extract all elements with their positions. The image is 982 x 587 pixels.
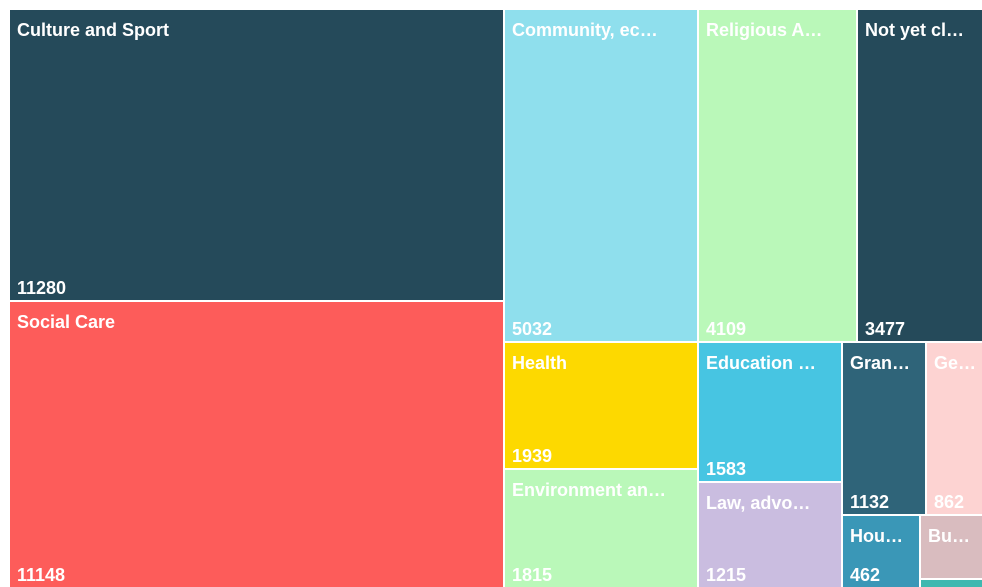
value-label: 1215 (706, 565, 746, 585)
tile-label: Ge… (934, 353, 976, 373)
tile (699, 343, 841, 481)
tile-label: Gran… (850, 353, 910, 373)
tile-label: Law, advo… (706, 493, 810, 513)
value-label: 11148 (17, 565, 65, 585)
tile-label: Social Care (17, 312, 115, 332)
value-label: 462 (850, 565, 880, 585)
tile-label: Bu… (928, 526, 970, 546)
value-label: 1583 (706, 459, 746, 479)
tile-label: Religious A… (706, 20, 822, 40)
value-label: 1132 (850, 492, 889, 512)
tile (927, 343, 982, 514)
tile-label: Education … (706, 353, 816, 373)
tile (843, 343, 925, 514)
tile-label: Not yet cl… (865, 20, 964, 40)
tile (10, 302, 503, 587)
tile-label: Community, ec… (512, 20, 658, 40)
tile (699, 483, 841, 587)
value-label: 1815 (512, 565, 552, 585)
tile-label: Culture and Sport (17, 20, 169, 40)
tile (921, 516, 982, 578)
tile-label: Hou… (850, 526, 903, 546)
value-label: 862 (934, 492, 964, 512)
tile (505, 10, 697, 341)
value-label: 5032 (512, 319, 552, 339)
tile (505, 343, 697, 468)
tile (10, 10, 503, 300)
tile (843, 516, 919, 587)
value-label: 1939 (512, 446, 552, 466)
tile-label: Health (512, 353, 567, 373)
tile (699, 10, 856, 341)
tile-label: Environment an… (512, 480, 666, 500)
value-label: 4109 (706, 319, 746, 339)
value-label: 3477 (865, 319, 905, 339)
sliver (921, 580, 982, 587)
tile (505, 470, 697, 587)
tile (858, 10, 982, 341)
value-label: 11280 (17, 278, 66, 298)
